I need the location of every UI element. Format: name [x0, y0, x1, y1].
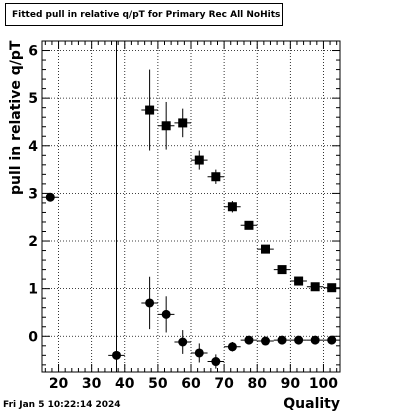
data-point-square — [327, 283, 337, 293]
x-tick-label: 90 — [281, 376, 301, 392]
y-tick-label: 3 — [28, 186, 38, 202]
x-tick-label: 50 — [148, 376, 168, 392]
data-point-square — [244, 220, 254, 230]
data-point-square — [194, 155, 204, 165]
data-point-square — [161, 121, 171, 131]
data-point-circle — [161, 309, 171, 319]
y-tick-label: 6 — [28, 44, 38, 60]
data-point-circle — [244, 335, 254, 345]
data-point-circle — [145, 298, 155, 308]
data-point-circle — [45, 192, 55, 202]
y-tick-label: 0 — [28, 329, 38, 345]
x-tick-label: 40 — [115, 376, 135, 392]
data-point-square — [310, 282, 320, 292]
x-tick-label: 60 — [181, 376, 201, 392]
data-point-square — [261, 244, 270, 254]
chart-title: Fitted pull in relative q/pT for Primary… — [12, 10, 281, 20]
data-point-circle — [261, 336, 270, 346]
chart-title-box: Fitted pull in relative q/pT for Primary… — [5, 3, 283, 26]
x-tick-label: 30 — [82, 376, 102, 392]
data-point-square — [211, 172, 221, 182]
y-tick-label: 2 — [28, 234, 38, 250]
data-point-circle — [227, 342, 237, 352]
data-point-circle — [277, 335, 287, 345]
data-point-square — [145, 105, 155, 115]
datestamp: Fri Jan 5 10:22:14 2024 — [3, 400, 121, 410]
data-point-circle — [327, 335, 337, 345]
data-point-circle — [294, 335, 304, 345]
x-tick-label: 70 — [214, 376, 234, 392]
data-point-circle — [310, 335, 320, 345]
x-tick-label: 20 — [49, 376, 69, 392]
data-point-circle — [211, 357, 221, 367]
x-axis-label: Quality — [283, 396, 340, 412]
data-point-square — [277, 265, 287, 275]
data-point-circle — [194, 348, 204, 358]
y-tick-label: 4 — [28, 139, 38, 155]
x-tick-label: 100 — [309, 376, 338, 392]
data-point-square — [178, 118, 188, 128]
x-tick-label: 80 — [247, 376, 267, 392]
data-point-circle — [112, 350, 121, 360]
y-axis-label: pull in relative q/pT — [8, 40, 24, 195]
data-point-square — [227, 202, 237, 212]
y-tick-label: 5 — [28, 91, 38, 107]
data-point-square — [294, 276, 304, 286]
data-point-circle — [178, 337, 188, 347]
y-tick-label: 1 — [28, 282, 38, 298]
